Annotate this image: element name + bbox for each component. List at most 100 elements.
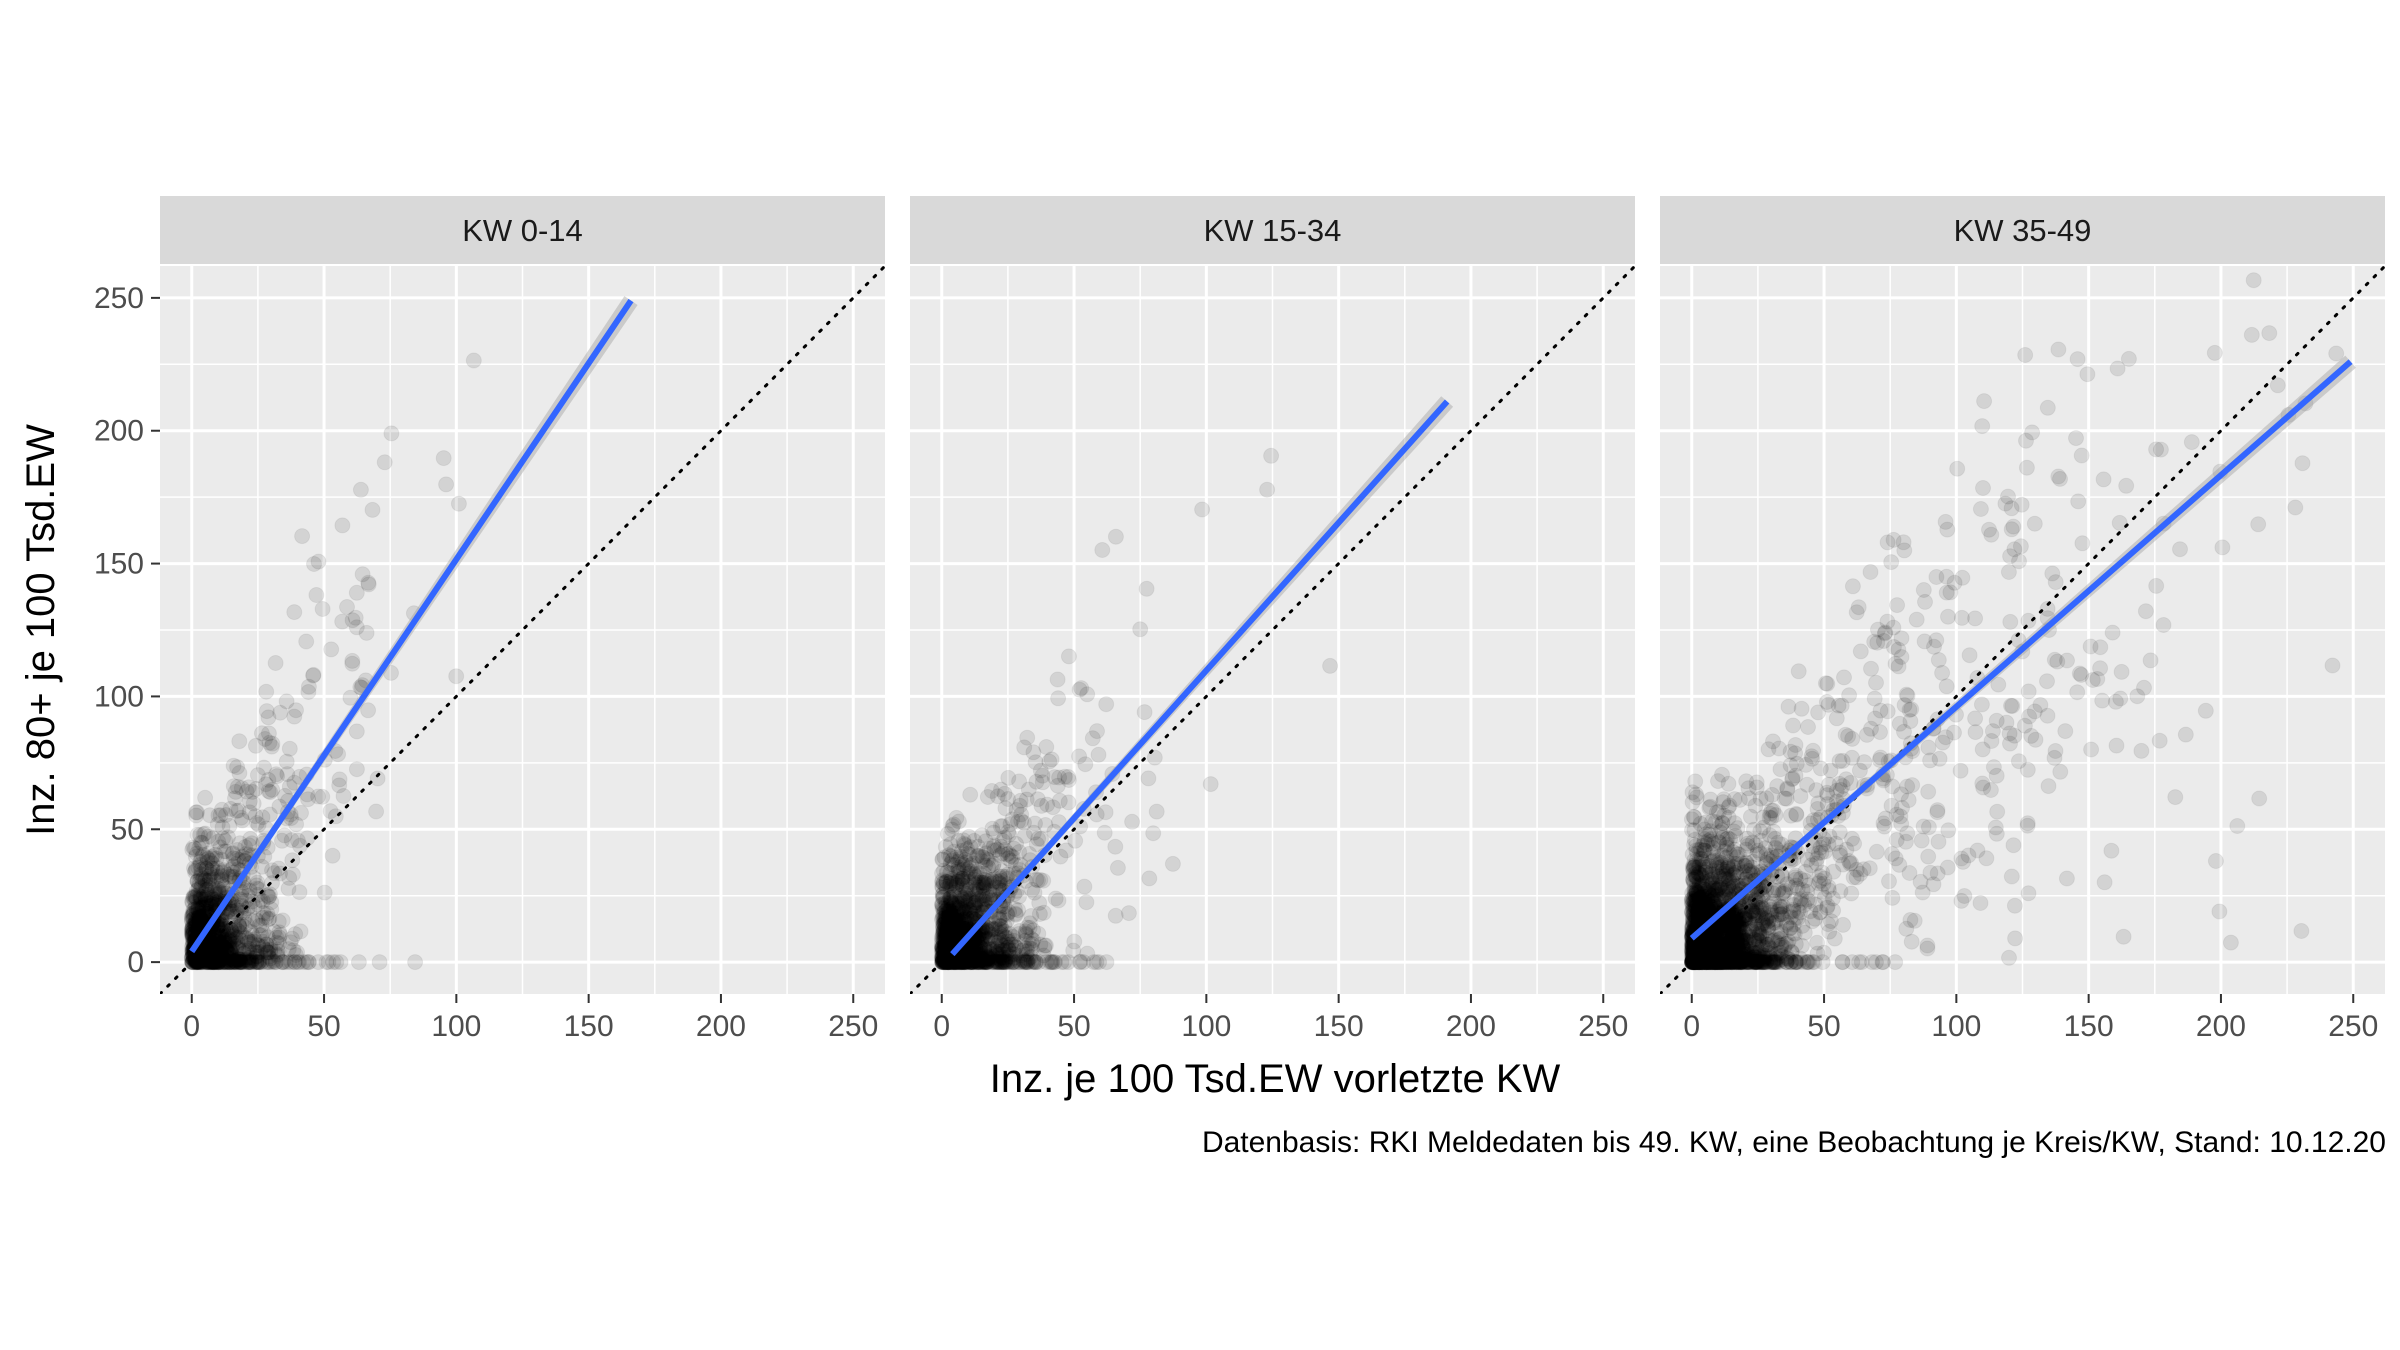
data-point — [244, 913, 261, 929]
data-point — [187, 954, 204, 971]
data-point — [1145, 825, 1162, 842]
data-point — [183, 908, 200, 925]
data-point — [262, 941, 279, 958]
data-point — [230, 941, 247, 958]
data-point — [225, 864, 242, 881]
data-point — [229, 902, 246, 919]
data-point — [253, 725, 270, 742]
data-point — [196, 954, 213, 971]
data-point — [1047, 954, 1064, 971]
data-point — [221, 928, 238, 945]
data-point — [254, 938, 271, 955]
data-point — [993, 781, 1009, 798]
data-point — [230, 929, 247, 946]
data-point — [215, 920, 232, 937]
data-point — [260, 954, 277, 971]
data-point — [962, 786, 979, 803]
data-point — [209, 868, 226, 885]
data-point — [216, 934, 233, 951]
data-point — [952, 954, 969, 971]
data-point — [198, 860, 215, 877]
data-point — [184, 920, 201, 937]
data-point — [191, 949, 208, 966]
data-point — [200, 942, 217, 959]
data-point — [1920, 819, 1937, 836]
data-point — [969, 954, 986, 971]
data-point — [282, 934, 299, 951]
data-point — [212, 940, 229, 957]
data-point — [218, 954, 235, 971]
data-point — [226, 952, 243, 969]
data-point — [993, 954, 1010, 971]
data-point — [294, 528, 311, 545]
data-point — [246, 950, 263, 967]
data-point — [969, 943, 986, 960]
data-point — [254, 939, 271, 956]
data-point — [231, 954, 248, 971]
data-point — [968, 954, 985, 971]
data-point — [209, 946, 226, 963]
data-point — [961, 954, 978, 971]
data-point — [193, 861, 210, 878]
data-point — [358, 624, 375, 641]
data-point — [227, 954, 244, 971]
data-point — [1120, 905, 1137, 922]
data-point — [222, 953, 239, 970]
data-point — [438, 476, 455, 493]
data-point — [207, 886, 224, 903]
data-point — [2243, 326, 2260, 343]
data-point — [218, 954, 235, 971]
data-point — [195, 846, 212, 863]
data-point — [195, 886, 212, 903]
data-point — [191, 874, 208, 891]
data-point — [201, 879, 218, 896]
data-point — [198, 898, 215, 915]
data-point — [215, 936, 232, 953]
data-point — [190, 859, 207, 876]
data-point — [948, 954, 965, 971]
data-point — [235, 954, 252, 971]
data-point — [344, 652, 361, 669]
data-point — [208, 946, 225, 963]
data-point — [948, 954, 965, 971]
data-point — [1075, 954, 1092, 971]
data-point — [228, 954, 245, 971]
data-point — [225, 757, 242, 774]
data-point — [201, 939, 218, 956]
data-point — [260, 725, 277, 742]
data-point — [195, 897, 212, 913]
data-point — [1005, 954, 1022, 971]
data-point — [233, 809, 250, 826]
data-point — [185, 922, 202, 939]
data-point — [216, 932, 233, 949]
data-point — [252, 944, 269, 961]
data-point — [224, 938, 241, 954]
data-point — [978, 923, 995, 939]
data-point — [188, 882, 205, 899]
data-point — [194, 908, 211, 925]
data-point — [216, 954, 233, 971]
data-point — [211, 949, 227, 966]
data-point — [235, 904, 252, 921]
data-point — [941, 932, 958, 949]
data-point — [2251, 790, 2268, 807]
data-point — [231, 919, 248, 935]
data-point — [986, 954, 1003, 971]
data-point — [222, 800, 239, 817]
data-point — [241, 933, 258, 950]
data-point — [193, 879, 210, 896]
x-tick-label: 100 — [1181, 1010, 1231, 1043]
data-point — [198, 953, 214, 970]
data-point — [234, 848, 251, 865]
data-point — [206, 954, 223, 971]
data-point — [967, 881, 984, 898]
data-point — [185, 904, 202, 921]
data-point — [1045, 799, 1061, 816]
data-point — [306, 556, 322, 572]
data-point — [274, 912, 291, 929]
data-point — [218, 941, 235, 958]
data-point — [245, 795, 262, 812]
data-point — [204, 830, 221, 847]
data-point — [1025, 953, 1042, 970]
data-point — [288, 702, 304, 719]
